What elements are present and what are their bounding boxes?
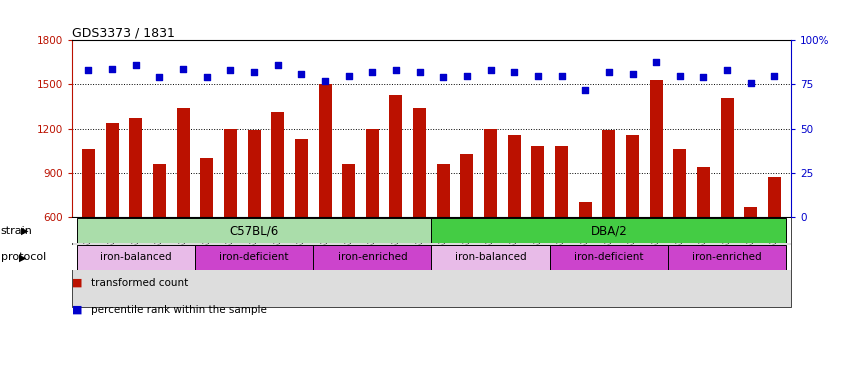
Text: DBA/2: DBA/2 bbox=[591, 225, 627, 237]
Bar bbox=[272, 113, 284, 305]
Point bbox=[294, 71, 308, 77]
Point bbox=[318, 78, 332, 84]
Bar bbox=[248, 130, 261, 305]
Point bbox=[767, 73, 781, 79]
Point bbox=[602, 69, 616, 75]
Point bbox=[200, 74, 213, 81]
Point bbox=[484, 67, 497, 73]
Point bbox=[508, 69, 521, 75]
Text: C57BL/6: C57BL/6 bbox=[229, 225, 278, 237]
Bar bbox=[673, 149, 686, 305]
Bar bbox=[768, 177, 781, 305]
Bar bbox=[195, 245, 313, 270]
Text: ▶: ▶ bbox=[21, 226, 29, 236]
Point bbox=[531, 73, 545, 79]
Text: iron-balanced: iron-balanced bbox=[100, 252, 172, 263]
Bar bbox=[550, 245, 668, 270]
Bar bbox=[555, 146, 568, 305]
Point bbox=[673, 73, 687, 79]
Bar bbox=[431, 245, 550, 270]
Text: ■: ■ bbox=[72, 278, 82, 288]
Bar bbox=[365, 129, 379, 305]
Bar bbox=[153, 164, 166, 305]
Text: iron-deficient: iron-deficient bbox=[219, 252, 288, 263]
Point bbox=[389, 67, 403, 73]
Bar bbox=[668, 245, 786, 270]
Text: iron-enriched: iron-enriched bbox=[692, 252, 762, 263]
Bar bbox=[508, 134, 521, 305]
Point bbox=[697, 74, 711, 81]
Point bbox=[152, 74, 166, 81]
Bar bbox=[413, 108, 426, 305]
Point bbox=[460, 73, 474, 79]
Point bbox=[579, 87, 592, 93]
Bar bbox=[579, 202, 591, 305]
Bar bbox=[313, 245, 431, 270]
Point bbox=[247, 69, 261, 75]
Bar bbox=[201, 158, 213, 305]
Text: ■: ■ bbox=[72, 305, 82, 314]
Text: iron-deficient: iron-deficient bbox=[574, 252, 644, 263]
Bar bbox=[437, 164, 450, 305]
Text: iron-enriched: iron-enriched bbox=[338, 252, 407, 263]
Bar bbox=[77, 218, 431, 243]
Point bbox=[626, 71, 640, 77]
Point bbox=[555, 73, 569, 79]
Point bbox=[176, 66, 190, 72]
Point bbox=[650, 58, 663, 65]
Bar bbox=[342, 164, 355, 305]
Bar bbox=[224, 129, 237, 305]
Text: strain: strain bbox=[1, 226, 33, 236]
Bar bbox=[721, 98, 733, 305]
Point bbox=[365, 69, 379, 75]
Bar bbox=[389, 95, 403, 305]
Point bbox=[82, 67, 96, 73]
Text: percentile rank within the sample: percentile rank within the sample bbox=[91, 305, 266, 314]
Point bbox=[342, 73, 355, 79]
Text: GDS3373 / 1831: GDS3373 / 1831 bbox=[72, 26, 175, 39]
Bar bbox=[177, 108, 190, 305]
Text: protocol: protocol bbox=[1, 252, 46, 263]
Bar bbox=[697, 167, 710, 305]
Bar bbox=[431, 218, 786, 243]
Bar bbox=[650, 80, 662, 305]
Point bbox=[744, 79, 757, 86]
Text: ▶: ▶ bbox=[19, 252, 27, 263]
Text: transformed count: transformed count bbox=[91, 278, 188, 288]
Bar bbox=[106, 123, 118, 305]
Bar bbox=[626, 134, 639, 305]
Bar bbox=[82, 149, 95, 305]
Text: iron-balanced: iron-balanced bbox=[455, 252, 526, 263]
Point bbox=[129, 62, 142, 68]
Bar bbox=[484, 129, 497, 305]
Point bbox=[437, 74, 450, 81]
Bar bbox=[295, 139, 308, 305]
Bar bbox=[129, 118, 142, 305]
Bar bbox=[77, 245, 195, 270]
Point bbox=[271, 62, 284, 68]
Point bbox=[223, 67, 237, 73]
Bar bbox=[531, 146, 545, 305]
Bar bbox=[744, 207, 757, 305]
Point bbox=[106, 66, 119, 72]
Bar bbox=[460, 154, 474, 305]
Bar bbox=[318, 84, 332, 305]
Point bbox=[413, 69, 426, 75]
Bar bbox=[602, 130, 615, 305]
Point bbox=[721, 67, 734, 73]
